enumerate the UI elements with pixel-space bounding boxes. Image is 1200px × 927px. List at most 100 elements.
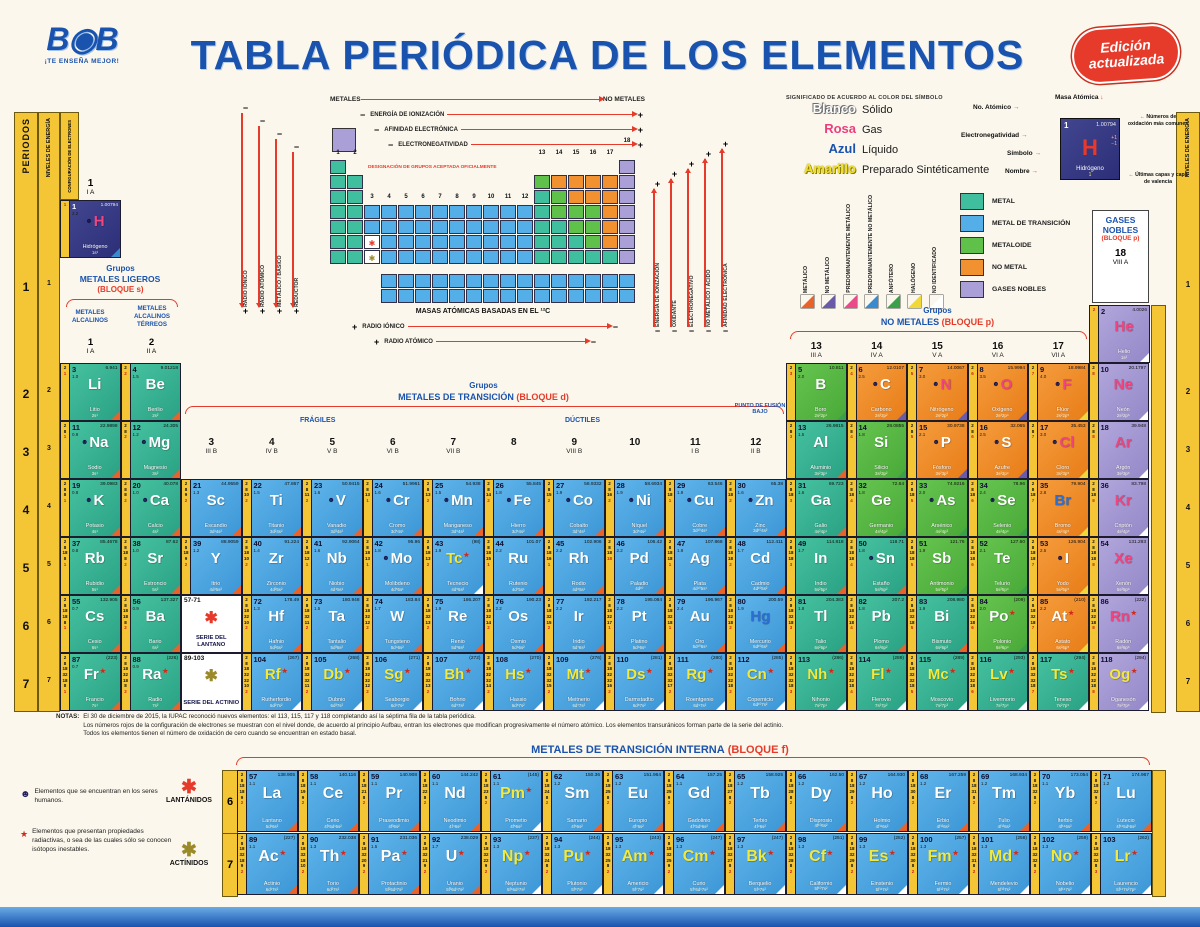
element-symbol: Sc [206,492,225,509]
element-name: Argón [1116,464,1131,471]
radioactive-star-icon: ★ [401,850,408,857]
element-name: Yodo [1056,580,1069,587]
atomic-mass: (237) [527,835,539,841]
electronegativity: 1.2 [981,781,988,786]
mini-f-cell [415,289,431,303]
element-symbol: Am★ [621,848,655,865]
human-body-icon: ☻ [932,439,940,446]
atomic-mass: 58.9332 [584,481,602,487]
electron-shells: 2 8 18 18 [605,538,615,594]
electron-shells: 2 8 18 32 32 10 2 [242,654,252,710]
atomic-number: 49 [798,539,807,548]
electronegativity: 1.3 [310,844,317,849]
period-number-7: 7 [1185,677,1191,686]
element-name: Moscovio [930,696,954,703]
electron-shells: 2 8 18 18 9 2 [238,771,247,831]
element-symbol: Cf★ [809,848,833,865]
electronegativity: 0.8 [72,548,79,553]
electron-config: 4f⁶6s² [571,824,583,829]
human-body-icon: ☻ [382,555,390,562]
electron-config: 4d⁴5s¹ [330,587,344,592]
electron-shells: 2 8 18 18 1 [666,538,675,594]
atomic-mass: (289) [892,655,904,661]
period-number-6: 6 [47,619,51,626]
electron-config: 4d¹5s² [209,587,222,592]
human-body-icon: ☻ [327,497,335,504]
element-name: Tungsteno [384,638,410,645]
electron-config: 1s¹ [91,250,99,255]
atomic-number: 75 [435,597,444,606]
mini-series-cell: ✱ [364,235,380,249]
electron-shells: 2 8 18 32 28 8 2 [787,834,796,894]
anatomy-name: Hidrógeno [1076,166,1104,172]
character-triangle-icon [349,885,358,894]
mini-element-cell [568,235,584,249]
atomic-number: 60 [432,772,441,781]
atomic-number: 47 [677,539,686,548]
trend-arrow-vertical: − RADIO IÓNICO + [239,103,249,316]
character-triangle-icon [111,248,120,257]
electron-config: 5d⁷6s² [572,645,586,650]
electronegativity: 1.5 [435,490,442,495]
atomic-mass: (257) [954,835,966,841]
electron-config: 3d⁵4s² [451,529,465,534]
electronegativity: 1.9 [677,490,684,495]
character-triangle-icon [655,585,664,594]
atomic-mass: 30.9738 [947,423,965,429]
element-name: Plata [693,580,706,587]
mini-f-cell [551,274,567,288]
atomic-number: 113 [798,655,811,664]
element-As: 2 8 18 5 33 74.9216 2.0 ☻As Arsénico 4s²4p³ [907,479,968,537]
transicion-title: METALES DE TRANSICIÓN (BLOQUE d) [398,392,569,402]
mini-element-cell [381,220,397,234]
electron-config: 2s²2p² [875,413,888,418]
element-symbol: Lr★ [1114,848,1138,865]
element-name: Renio [450,638,465,645]
element-symbol: Ge [871,492,892,509]
element-symbol: Pt [631,608,647,625]
atomic-mass: 95.96 [407,539,420,545]
group-header-3: 3 III B [205,437,218,455]
character-triangle-icon [1081,822,1090,831]
electron-shells: 2 8 18 32 12 2 [363,596,373,652]
element-name: Cesio [87,638,102,645]
atomic-mass: 106.42 [647,539,662,545]
atomic-number: 54 [1100,539,1109,548]
human-body-icon: ☻ [867,555,875,562]
radioactive-star-icon: ★ [1131,850,1138,857]
electron-config: 4f⁴6s² [449,824,461,829]
mini-element-cell [585,190,601,204]
electron-config: 4s²4p⁶ [1116,529,1130,534]
atomic-number: 85 [1040,597,1049,606]
atomic-number: 118 [1100,655,1113,664]
atomic-number: 109 [556,655,569,664]
electronegativity: 1.3 [554,844,561,849]
electron-config: 6d²7s² [326,887,340,892]
electronegativity: 1.9 [919,548,926,553]
element-symbol: Po★ [989,608,1016,625]
electronegativity: 1.9 [556,490,563,495]
electron-shells: 2 8 18 22 8 2 [421,771,430,831]
atomic-mass: (276) [590,655,602,661]
electron-shells: 2 8 18 32 18 8 [1089,596,1099,652]
designacion-label: DESIGNACIÓN DE GRUPOS ACEPTADA OFICIALME… [368,165,497,170]
atomic-mass: (293) [1013,655,1025,661]
atomic-number: 89 [249,835,258,844]
element-name: Antimonio [929,580,954,587]
electronegativity: 1.8 [495,490,502,495]
atomic-number: 116 [979,655,992,664]
atomic-mass: 167.259 [948,772,966,778]
atomic-mass: 174.967 [1131,772,1149,778]
element-Sg: 2 8 18 32 32 12 2 106 (271) Sg★ Seaborgio 6d⁴7s² [362,653,423,711]
category-color-legend: METAL METAL DE TRANSICIÓN METALOIDE NO META… [960,190,1195,300]
element-S: 2 8 6 16 32.065 2.5 ☻S Azufre 3s²3p⁴ [967,421,1028,479]
character-triangle-icon [532,885,541,894]
atomic-number: 107 [435,655,448,664]
mini-element-cell [347,205,363,219]
atomic-number: 33 [919,481,928,490]
element-Ce: 2 8 18 19 9 2 58 140.116 1.1 Ce Cerio 4f¹5d¹6s² [298,770,359,832]
element-name: Protactinio [381,880,407,887]
element-symbol: ☻Sn [867,550,896,567]
atomic-number: 1 [72,202,77,211]
mini-group-label: 15 [572,150,580,156]
